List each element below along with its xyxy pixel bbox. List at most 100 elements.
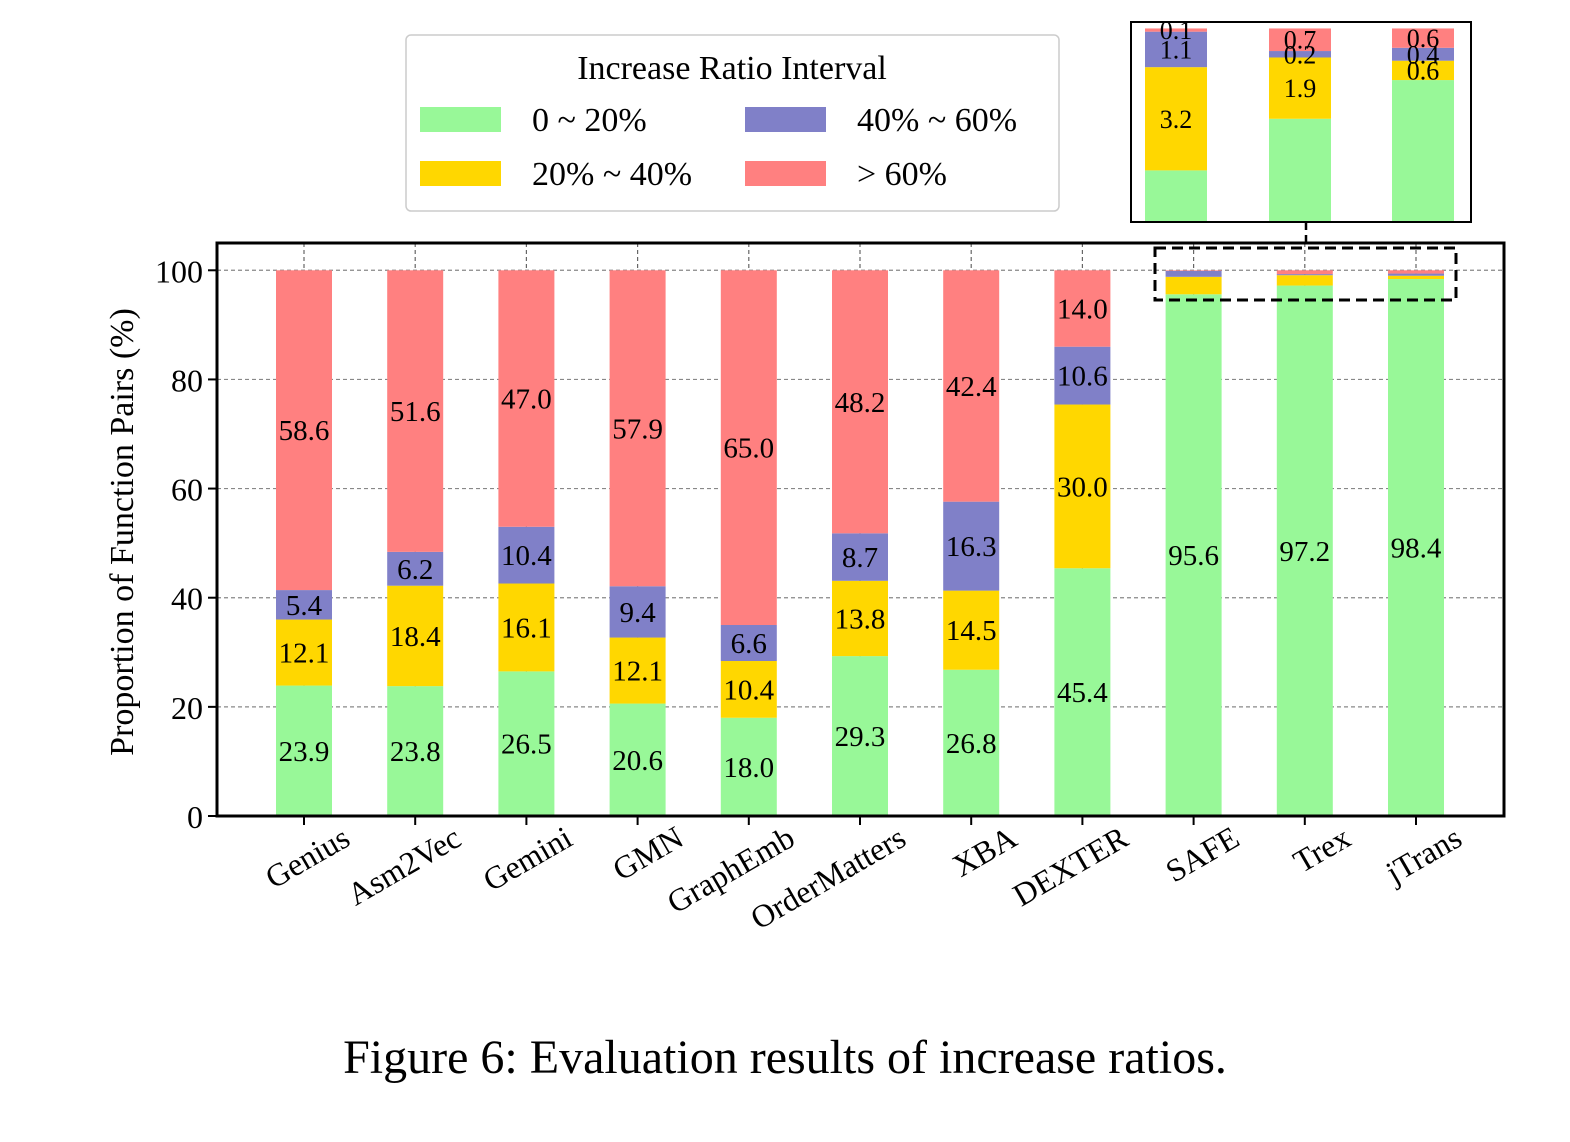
legend-swatch xyxy=(420,161,501,186)
y-axis-ticks: 0 20 40 60 80 100 xyxy=(155,253,217,835)
bar-value-label: 10.4 xyxy=(501,540,552,572)
inset-bar-segment xyxy=(1145,170,1207,222)
bar-value-label: 58.6 xyxy=(279,415,330,447)
zoom-indicator xyxy=(1153,222,1458,302)
bar-value-label: 23.9 xyxy=(279,736,330,768)
bar-segment xyxy=(720,717,777,816)
inset-bar-segment xyxy=(1392,47,1454,61)
chart-figure: 23.9 12.1 5.4 58.6 23.8 18.4 6.2 51.6 26.5 16.1 10… xyxy=(104,16,1506,936)
plot-labels: 23.9 12.1 5.4 58.6 23.8 18.4 6.2 51.6 26.5 16.1 10… xyxy=(279,293,1442,783)
bar-segment xyxy=(1388,279,1444,816)
bar-segment xyxy=(832,580,888,657)
inset-bar-segment xyxy=(1269,28,1331,52)
bar-segment xyxy=(387,585,444,687)
inset-value-label: 3.2 xyxy=(1160,105,1193,134)
bar-segment xyxy=(609,270,666,587)
bar-segment xyxy=(498,270,555,527)
bar-segment xyxy=(1165,270,1222,271)
inset-value-label: 0.1 xyxy=(1160,16,1193,45)
bar-segment xyxy=(276,685,332,816)
bar-segment xyxy=(943,590,1000,670)
bar-segment xyxy=(1054,404,1111,569)
bar-value-label: 45.4 xyxy=(1057,677,1108,709)
bar-value-label: 97.2 xyxy=(1279,536,1330,568)
bar-segment xyxy=(943,501,1000,591)
legend-entry-label: 20% ~ 40% xyxy=(532,156,692,193)
bar-value-label: 42.4 xyxy=(946,371,997,403)
bar-segment xyxy=(387,686,444,816)
bar-value-label: 10.4 xyxy=(723,674,774,706)
legend-title: Increase Ratio Interval xyxy=(577,50,887,87)
inset-chart: 3.2 1.10.1 1.9 0.20.7 0.60.40.6 xyxy=(1130,16,1472,223)
bar-value-label: 16.3 xyxy=(946,531,997,563)
bar-segment xyxy=(832,533,888,581)
bar-segment xyxy=(943,270,1000,502)
legend: Increase Ratio Interval 0 ~ 20% 20% ~ 40%… xyxy=(405,34,1060,212)
bar-segment xyxy=(1388,270,1444,274)
inset-value-label: 0.7 xyxy=(1284,26,1317,55)
inset-labels: 3.2 1.10.1 1.9 0.20.7 0.60.40.6 xyxy=(1160,16,1440,134)
bar-value-label: 26.8 xyxy=(946,728,997,760)
legend-swatch xyxy=(420,107,501,132)
bar-segment xyxy=(832,270,888,534)
y-axis-label: Proportion of Function Pairs (%) xyxy=(104,308,141,756)
zoom-region xyxy=(1153,246,1458,302)
bar-segment xyxy=(832,656,888,816)
bar-value-label: 20.6 xyxy=(612,745,663,777)
inset-bar-segment xyxy=(1269,118,1331,222)
bar-value-label: 23.8 xyxy=(390,736,441,768)
inset-bar-segment xyxy=(1145,31,1207,68)
bar-value-label: 26.5 xyxy=(501,729,552,761)
bar-segment xyxy=(720,270,777,625)
inset-value-label: 0.6 xyxy=(1407,56,1440,85)
bar-segment xyxy=(276,590,332,620)
bar-value-label: 57.9 xyxy=(612,413,663,445)
y-tick-label: 40 xyxy=(171,581,203,617)
inset-bar-segment xyxy=(1145,28,1207,32)
inset-bar-segment xyxy=(1392,60,1454,81)
bar-segment xyxy=(387,551,444,586)
x-tick-label: DEXTER xyxy=(1007,819,1135,914)
bar-value-label: 12.1 xyxy=(612,656,663,688)
bar-value-label: 18.4 xyxy=(390,621,441,653)
bar-segment xyxy=(1054,568,1111,816)
bar-segment xyxy=(609,637,666,704)
bar-value-label: 16.1 xyxy=(501,612,552,644)
legend-entry-label: 0 ~ 20% xyxy=(532,102,647,139)
inset-value-label: 0.6 xyxy=(1407,24,1440,53)
figure-caption: Figure 6: Evaluation results of increase… xyxy=(343,1031,1227,1084)
bar-segment xyxy=(1054,346,1111,405)
bar-value-label: 5.4 xyxy=(286,590,323,622)
x-tick-label: XBA xyxy=(946,819,1023,884)
bar-segment xyxy=(276,270,332,591)
bar-value-label: 30.0 xyxy=(1057,471,1108,503)
legend-box xyxy=(405,34,1060,212)
y-tick-label: 80 xyxy=(171,362,203,398)
inset-value-label: 0.4 xyxy=(1407,40,1440,69)
bar-segment xyxy=(1276,274,1333,276)
inset-frame xyxy=(1130,21,1472,223)
y-tick-label: 100 xyxy=(155,253,203,289)
bar-segment xyxy=(1276,270,1333,275)
bar-segment xyxy=(498,671,555,816)
bar-value-label: 6.2 xyxy=(397,554,433,586)
bar-value-label: 12.1 xyxy=(279,638,330,670)
legend-entry-label: > 60% xyxy=(857,156,947,193)
plot-bars xyxy=(276,270,1444,817)
inset-bar-segment xyxy=(1392,80,1454,222)
inset-bar-segment xyxy=(1269,57,1331,119)
bar-value-label: 9.4 xyxy=(619,597,656,629)
bar-value-label: 6.6 xyxy=(731,628,767,660)
bar-value-label: 98.4 xyxy=(1391,533,1442,565)
bar-segment xyxy=(1165,276,1222,295)
y-tick-label: 20 xyxy=(171,690,203,726)
bar-segment xyxy=(1388,273,1444,276)
inset-value-label: 0.2 xyxy=(1284,40,1317,69)
bar-segment xyxy=(1276,275,1333,286)
bar-segment xyxy=(720,625,777,662)
y-tick-label: 0 xyxy=(187,799,203,835)
bar-value-label: 65.0 xyxy=(723,433,774,465)
bar-value-label: 18.0 xyxy=(723,752,774,784)
inset-bar-segment xyxy=(1269,51,1331,58)
